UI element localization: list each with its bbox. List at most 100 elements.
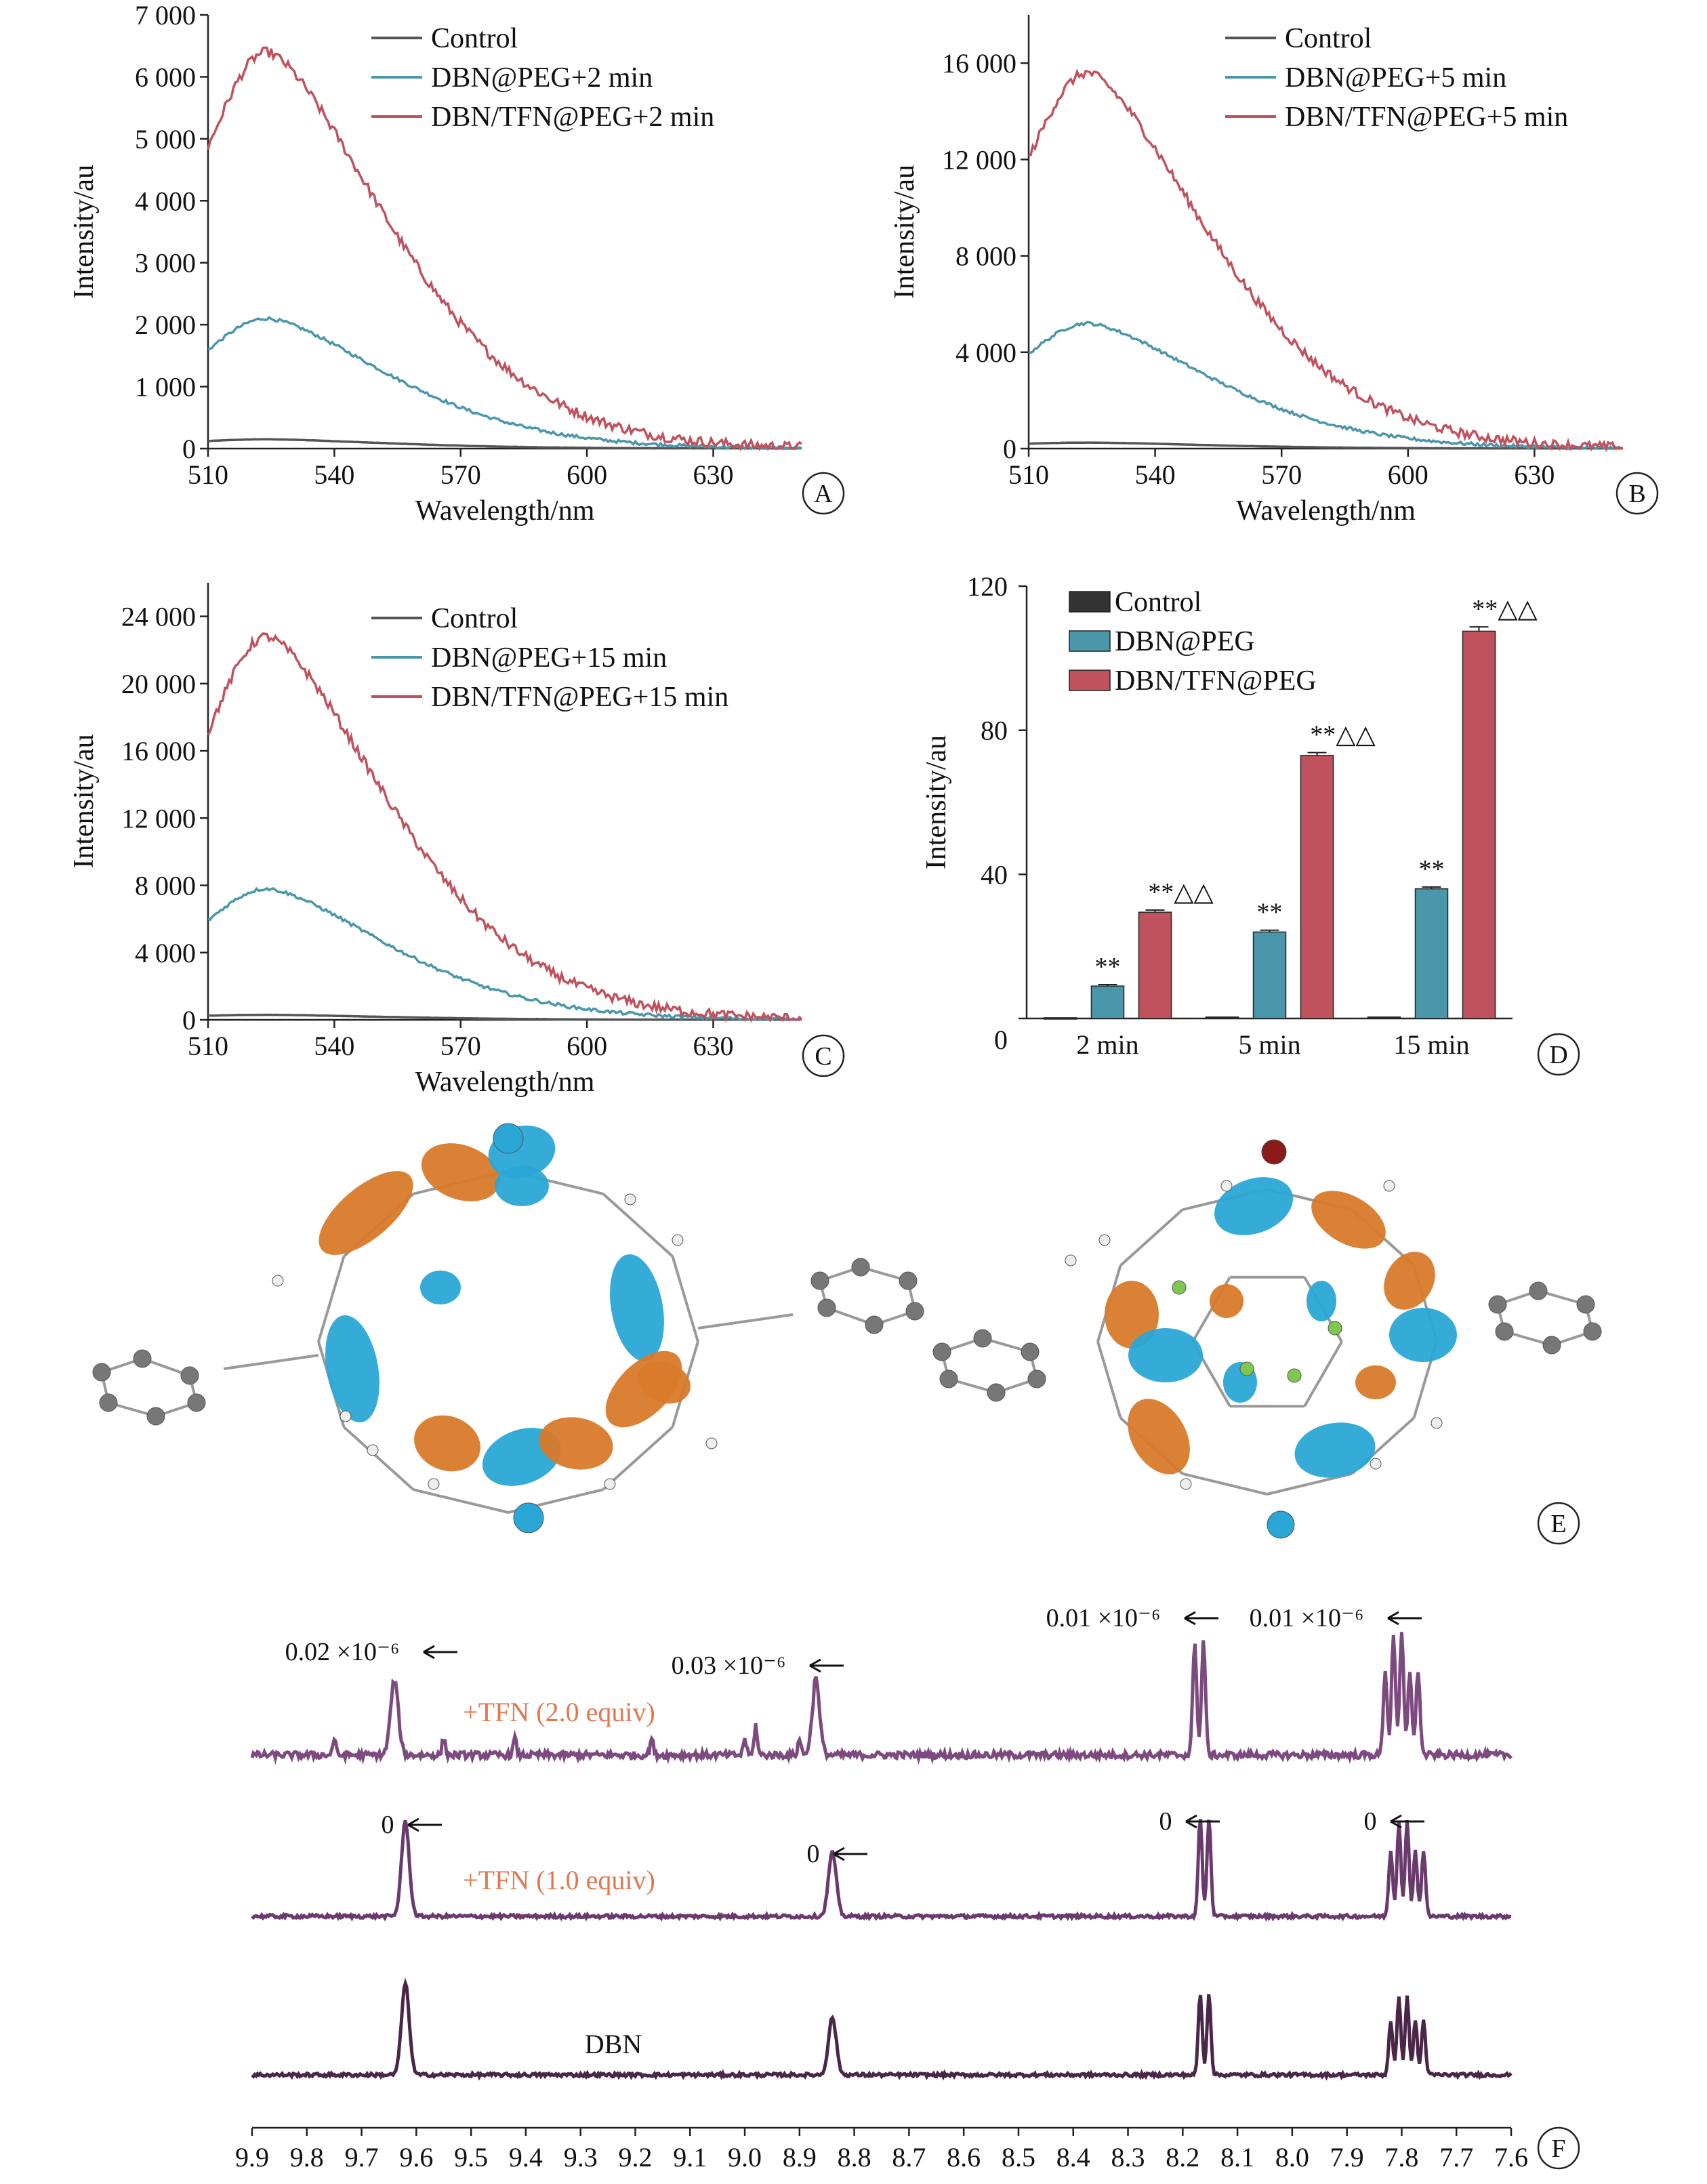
x-tick-label: 7.7 xyxy=(1439,2142,1473,2172)
panel-label: B xyxy=(1628,480,1645,508)
hydrogen-atom xyxy=(340,1410,352,1422)
x-tick-label: 600 xyxy=(1388,459,1428,490)
hydrogen-atom xyxy=(1098,1234,1111,1246)
significance-mark: ** xyxy=(1095,953,1121,981)
series-line-1 xyxy=(208,438,802,450)
panel-label: F xyxy=(1551,2135,1565,2163)
x-tick-label: 9.2 xyxy=(618,2142,652,2172)
bond xyxy=(1096,1341,1122,1419)
x-tick-label: 8.2 xyxy=(1166,2142,1199,2172)
y-tick-label: 0 xyxy=(1003,434,1016,464)
hydrogen-atom xyxy=(272,1275,284,1287)
panel-label-circle xyxy=(1537,2126,1580,2170)
legend-swatch xyxy=(1069,669,1111,691)
carbon-atom xyxy=(1583,1322,1602,1341)
y-axis-label: Intensity/au xyxy=(921,735,952,869)
bond xyxy=(1267,1472,1353,1496)
bond xyxy=(697,1313,794,1330)
x-tick-label: 630 xyxy=(693,459,734,490)
x-tick-label: 9.1 xyxy=(673,2142,707,2172)
panel-label: D xyxy=(1549,1041,1567,1069)
legend-label: DBN/TFN@PEG+15 min xyxy=(431,682,728,713)
panel-e-molecular-orbitals: E xyxy=(92,1123,1602,1545)
y-tick-label: 0 xyxy=(182,1005,196,1035)
significance-mark: ** xyxy=(1257,899,1283,927)
hydrogen-atom xyxy=(672,1234,684,1246)
bromine-atom xyxy=(1267,1510,1295,1539)
carbon-atom xyxy=(973,1329,992,1348)
shift-annotation: 0 xyxy=(807,1840,820,1868)
series-line-3 xyxy=(1028,68,1624,453)
legend-swatch xyxy=(1069,591,1111,613)
orbital-lobe xyxy=(414,1415,480,1472)
shift-annotation: 0 xyxy=(382,1811,394,1839)
orbital-lobe xyxy=(610,1254,664,1362)
y-tick-label: 12 000 xyxy=(121,803,196,833)
carbon-atom xyxy=(1576,1295,1595,1314)
x-tick-label: 540 xyxy=(314,1031,354,1061)
significance-mark: ** xyxy=(1419,855,1445,884)
shift-annotation: 0.02 ×10⁻⁶ xyxy=(285,1638,400,1666)
panel-label-circle xyxy=(1616,472,1659,515)
x-axis-label: Wavelength/nm xyxy=(1236,495,1416,527)
hydrogen-atom xyxy=(1220,1180,1233,1192)
y-tick-label: 40 xyxy=(981,859,1008,890)
x-tick-label: 8.7 xyxy=(892,2142,926,2172)
hydrogen-atom xyxy=(367,1444,379,1456)
series-line-2 xyxy=(207,316,802,451)
series-line-2 xyxy=(1028,321,1624,451)
orbital-lobe xyxy=(1384,1252,1435,1310)
hydrogen-atom xyxy=(428,1478,440,1490)
shift-arrowhead xyxy=(1185,1814,1197,1829)
orbital-lobe xyxy=(421,1143,501,1201)
bar xyxy=(1090,985,1125,1019)
trace-label: +TFN (1.0 equiv) xyxy=(463,1865,655,1895)
y-tick-label: 5 000 xyxy=(135,124,196,154)
x-tick-label: 8.1 xyxy=(1220,2142,1254,2172)
carbon-atom xyxy=(1488,1295,1507,1314)
y-tick-label: 120 xyxy=(967,571,1008,602)
carbon-atom xyxy=(899,1271,918,1290)
orbital-lobe xyxy=(1210,1284,1243,1318)
significance-mark: **△△ xyxy=(1310,721,1376,749)
panel-label-circle xyxy=(1537,1502,1580,1545)
x-tick-label: 9.6 xyxy=(399,2142,433,2172)
orbital-lobe xyxy=(1105,1281,1159,1348)
y-tick-label: 2 000 xyxy=(135,310,196,340)
orbital-lobe xyxy=(1294,1422,1376,1478)
shift-annotation: 0 xyxy=(1159,1807,1172,1836)
shift-annotation: 0 xyxy=(1364,1807,1377,1836)
legend-label: DBN/TFN@PEG+2 min xyxy=(431,102,714,133)
orbital-lobe xyxy=(495,1166,549,1206)
bar xyxy=(1462,630,1496,1019)
shift-arrowhead xyxy=(1390,1814,1402,1829)
panel-d-bar-chart: 0 40 80 120 Intensity/au 2 min ** **△△ 5 min ** **… xyxy=(921,571,1580,1076)
shift-arrowhead xyxy=(407,1817,419,1832)
panel-label: E xyxy=(1550,1510,1566,1538)
x-tick-label: 7.6 xyxy=(1494,2142,1528,2172)
bar xyxy=(1300,755,1334,1019)
series-line-1 xyxy=(1029,441,1623,450)
bromine-atom xyxy=(513,1502,544,1533)
legend-swatch xyxy=(1069,630,1111,652)
shift-arrowhead xyxy=(423,1645,435,1660)
bond xyxy=(671,1256,699,1342)
bond xyxy=(602,1426,674,1491)
x-tick-label: 9.4 xyxy=(509,2142,543,2172)
y-tick-label: 4 000 xyxy=(955,337,1016,368)
y-tick-label: 4 000 xyxy=(135,938,196,968)
bond xyxy=(413,1488,509,1514)
x-tick-label: 540 xyxy=(314,459,354,490)
hydrogen-atom xyxy=(705,1437,718,1449)
x-tick-label: 7.8 xyxy=(1384,2142,1418,2172)
x-tick-label: 510 xyxy=(188,459,228,490)
carbon-atom xyxy=(1495,1322,1514,1341)
orbital-lobe xyxy=(1355,1365,1396,1399)
x-tick-label: 510 xyxy=(1008,459,1049,490)
x-tick-label: 9.0 xyxy=(728,2142,762,2172)
x-tick-label: 570 xyxy=(1261,459,1302,490)
nmr-trace-1 xyxy=(250,1632,1513,1765)
molecule-left xyxy=(92,1123,924,1533)
carbon-atom xyxy=(810,1271,829,1290)
